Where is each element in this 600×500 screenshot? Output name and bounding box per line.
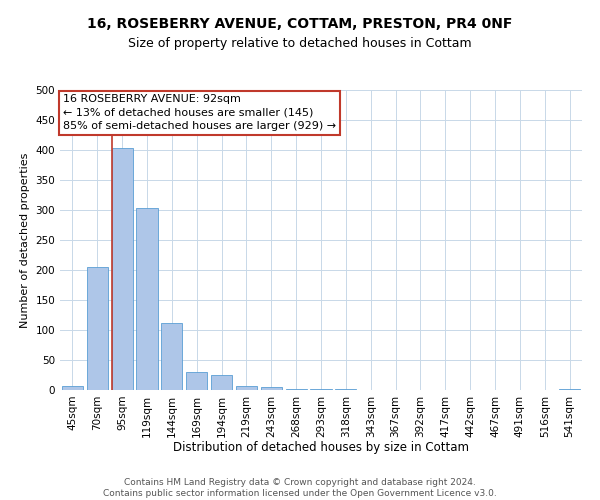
Bar: [261, 387, 282, 390]
Y-axis label: Number of detached properties: Number of detached properties: [20, 152, 30, 328]
Bar: [236, 386, 257, 390]
Bar: [87, 267, 108, 390]
Text: 16 ROSEBERRY AVENUE: 92sqm
← 13% of detached houses are smaller (145)
85% of sem: 16 ROSEBERRY AVENUE: 92sqm ← 13% of deta…: [62, 94, 336, 131]
Bar: [186, 372, 207, 390]
Bar: [136, 208, 158, 390]
Text: 16, ROSEBERRY AVENUE, COTTAM, PRESTON, PR4 0NF: 16, ROSEBERRY AVENUE, COTTAM, PRESTON, P…: [88, 18, 512, 32]
Bar: [161, 323, 182, 390]
Bar: [112, 148, 133, 390]
Text: Size of property relative to detached houses in Cottam: Size of property relative to detached ho…: [128, 38, 472, 51]
Bar: [62, 386, 83, 390]
Bar: [286, 389, 307, 390]
Bar: [211, 375, 232, 390]
Bar: [559, 389, 580, 390]
Text: Contains HM Land Registry data © Crown copyright and database right 2024.
Contai: Contains HM Land Registry data © Crown c…: [103, 478, 497, 498]
X-axis label: Distribution of detached houses by size in Cottam: Distribution of detached houses by size …: [173, 441, 469, 454]
